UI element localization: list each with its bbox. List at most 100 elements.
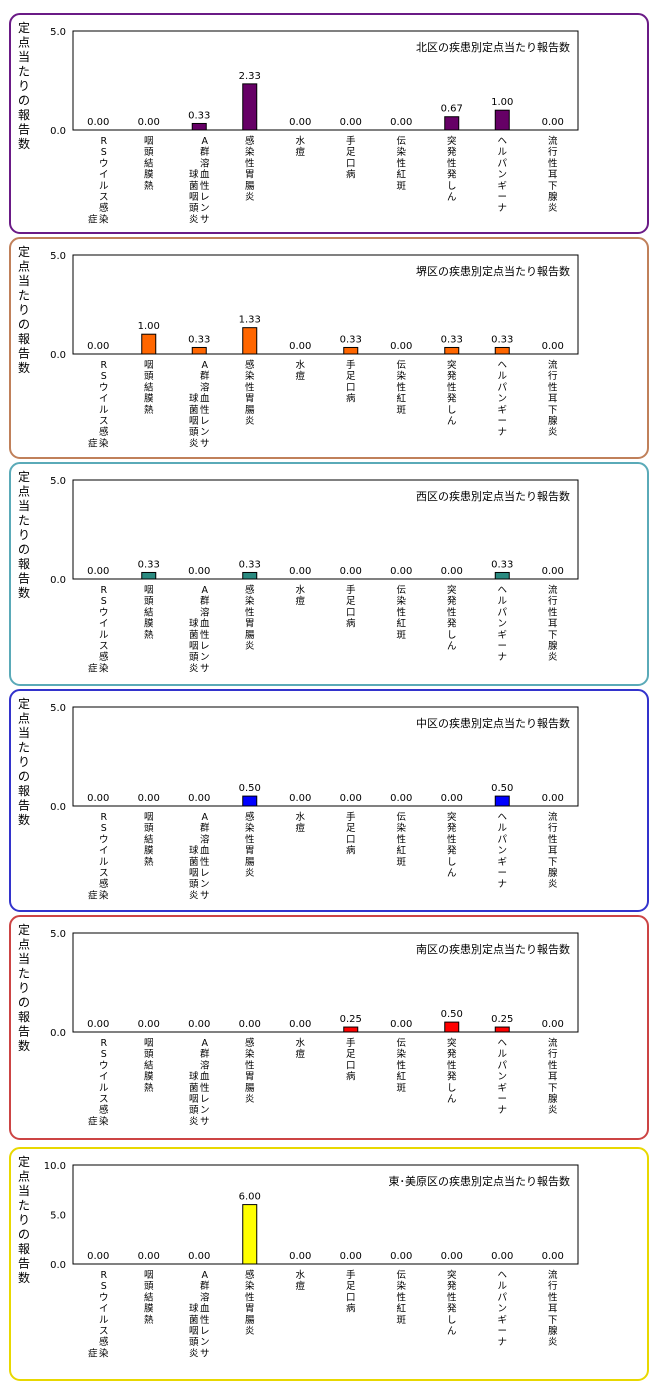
category-char: ル [99, 405, 109, 416]
y-axis-label-char: 定 [18, 922, 30, 937]
category-char: 紅 [396, 846, 406, 857]
category-char: 性 [245, 833, 255, 845]
category-char: 口 [346, 834, 356, 845]
category-char: 染 [245, 370, 255, 382]
category-char: 伝 [396, 360, 406, 371]
category-char: 流 [548, 1037, 558, 1049]
category-char: 頭 [144, 1049, 154, 1060]
y-tick-label: 5.0 [50, 1211, 66, 1222]
value-label: 0.00 [390, 1251, 412, 1262]
category-char: 斑 [396, 404, 406, 416]
category-char: レ [200, 192, 210, 203]
category-char: 性 [548, 1291, 558, 1303]
value-label: 0.00 [188, 1251, 210, 1262]
category-char: 感 [99, 426, 109, 438]
y-axis-label-char: 定 [18, 696, 30, 711]
y-tick-label: 0.0 [50, 802, 66, 813]
value-label: 0.00 [289, 566, 311, 577]
category-char: 咽 [189, 1326, 199, 1337]
category-char: 腸 [245, 1315, 255, 1326]
category-char: 血 [200, 1071, 210, 1083]
bar [141, 571, 157, 580]
y-axis-label-char: た [18, 514, 30, 528]
category-char: ギ [497, 405, 507, 416]
category-char: 咽 [144, 1270, 154, 1281]
category-char: 染 [396, 1048, 406, 1060]
value-label: 0.00 [390, 117, 412, 128]
category-char: ン [200, 1337, 210, 1348]
category-char: 発 [447, 595, 457, 607]
category-char: 咽 [189, 1094, 199, 1105]
plot-area [72, 479, 579, 580]
category-char: 炎 [245, 1094, 255, 1105]
category-char: 球 [189, 1071, 199, 1083]
category-char: し [447, 630, 457, 641]
category-label: 水痘 [295, 135, 305, 158]
category-char: 手 [346, 584, 356, 596]
y-axis-label-char: 点 [18, 485, 30, 499]
category-char: R [100, 360, 107, 371]
category-char: ギ [497, 857, 507, 868]
category-char: 耳 [548, 170, 558, 181]
category-char: 下 [548, 405, 558, 416]
category-char: 性 [447, 157, 457, 169]
value-label: 1.00 [138, 321, 160, 332]
category-char: 性 [447, 381, 457, 393]
category-char: 胃 [245, 1304, 255, 1315]
category-char: ル [497, 147, 507, 158]
category-char: 足 [346, 371, 356, 382]
category-char: 感 [245, 811, 255, 823]
y-axis-label-char: 当 [18, 274, 30, 288]
category-char: 性 [396, 606, 406, 618]
category-char: 結 [144, 157, 154, 169]
category-char: 頭 [189, 652, 199, 663]
value-label: 0.33 [491, 334, 513, 345]
category-char: 症 [88, 1347, 98, 1359]
category-char: 性 [396, 833, 406, 845]
category-char: 染 [396, 370, 406, 382]
category-char: 染 [245, 146, 255, 158]
category-char: 斑 [396, 1314, 406, 1326]
category-char: 熱 [144, 856, 154, 868]
chart-panel: 堺区の疾患別定点当たり報告数定点当たりの報告数5.00.00.00RSウイルス感… [9, 237, 649, 459]
category-char: 性 [200, 404, 210, 416]
category-char: ー [497, 868, 507, 879]
category-char: 染 [396, 595, 406, 607]
category-char: 腺 [548, 867, 558, 879]
category-char: 病 [346, 169, 356, 181]
value-label: 0.00 [542, 1251, 564, 1262]
value-label: 0.00 [289, 1251, 311, 1262]
category-char: R [100, 585, 107, 596]
category-char: ス [99, 416, 109, 427]
y-axis-label-char: 点 [18, 36, 30, 50]
category-char: ン [497, 619, 507, 630]
bar [494, 571, 510, 580]
category-char: イ [99, 170, 109, 181]
value-label: 0.50 [491, 783, 513, 794]
category-char: 血 [200, 1303, 210, 1315]
category-char: ル [497, 371, 507, 382]
category-char: 腸 [245, 1083, 255, 1094]
category-char: イ [99, 619, 109, 630]
category-char: ン [497, 846, 507, 857]
y-axis-label-char: 数 [18, 1270, 30, 1285]
value-label: 0.00 [491, 1251, 513, 1262]
y-axis-label-char: 点 [18, 260, 30, 274]
category-char: 突 [447, 359, 457, 371]
category-char: 群 [200, 1048, 210, 1060]
category-char: 痘 [295, 1048, 305, 1060]
category-char: 行 [548, 822, 558, 834]
bar [494, 795, 510, 807]
plot-area [72, 30, 579, 131]
category-char: 紅 [396, 394, 406, 405]
category-char: レ [200, 641, 210, 652]
value-label: 0.00 [138, 1251, 160, 1262]
